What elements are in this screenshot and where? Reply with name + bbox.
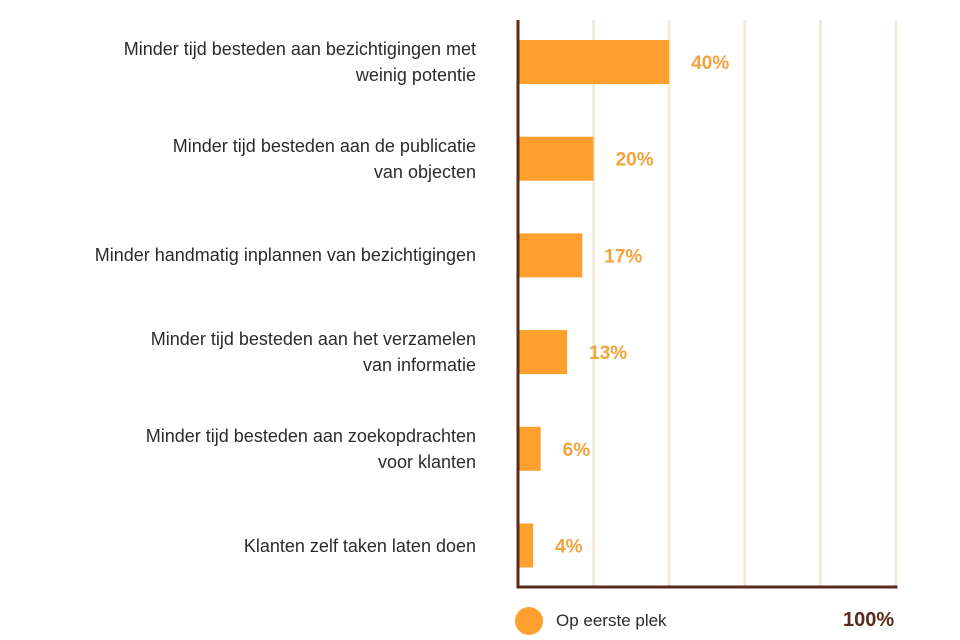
data-label: 17% bbox=[604, 246, 642, 267]
category-label: Minder tijd besteden aan zoekopdrachten v… bbox=[16, 423, 476, 475]
category-label: Minder tijd besteden aan de publicatie va… bbox=[16, 133, 476, 185]
bar bbox=[518, 426, 541, 471]
category-label-line: van informatie bbox=[362, 355, 476, 376]
data-label: 20% bbox=[616, 150, 654, 171]
bar bbox=[518, 330, 568, 375]
category-label-line: van objecten bbox=[373, 161, 476, 182]
category-label-line: Minder handmatig inplannen van bezichtig… bbox=[94, 245, 476, 266]
legend-marker bbox=[515, 607, 543, 635]
category-label-line: Minder tijd besteden aan het verzamelen bbox=[150, 329, 476, 350]
data-label: 4% bbox=[555, 537, 583, 558]
data-label: 13% bbox=[589, 343, 627, 364]
category-label-line: Minder tijd besteden aan de publicatie bbox=[172, 135, 476, 156]
category-label: Klanten zelf taken laten doen bbox=[16, 533, 476, 559]
category-label-line: Minder tijd besteden aan bezichtigingen … bbox=[123, 39, 476, 59]
category-label-line: voor klanten bbox=[377, 451, 476, 472]
bar bbox=[518, 40, 670, 84]
category-label-line: Minder tijd besteden aan zoekopdrachten bbox=[145, 425, 476, 446]
data-label: 6% bbox=[563, 440, 591, 461]
category-label-line: Klanten zelf taken laten doen bbox=[243, 535, 476, 556]
bar bbox=[518, 523, 534, 568]
bar bbox=[518, 233, 583, 278]
bar bbox=[518, 136, 594, 181]
category-label: Minder tijd besteden aan het verzamelen v… bbox=[16, 326, 476, 378]
category-label-line: weinig potentie bbox=[355, 65, 476, 85]
legend-label: Op eerste plek bbox=[556, 611, 667, 630]
category-label: Minder handmatig inplannen van bezichtig… bbox=[16, 242, 476, 268]
data-label: 40% bbox=[691, 53, 729, 74]
category-label: Minder tijd besteden aan bezichtigingen … bbox=[16, 36, 476, 88]
axis-max-label: 100% bbox=[843, 609, 895, 631]
